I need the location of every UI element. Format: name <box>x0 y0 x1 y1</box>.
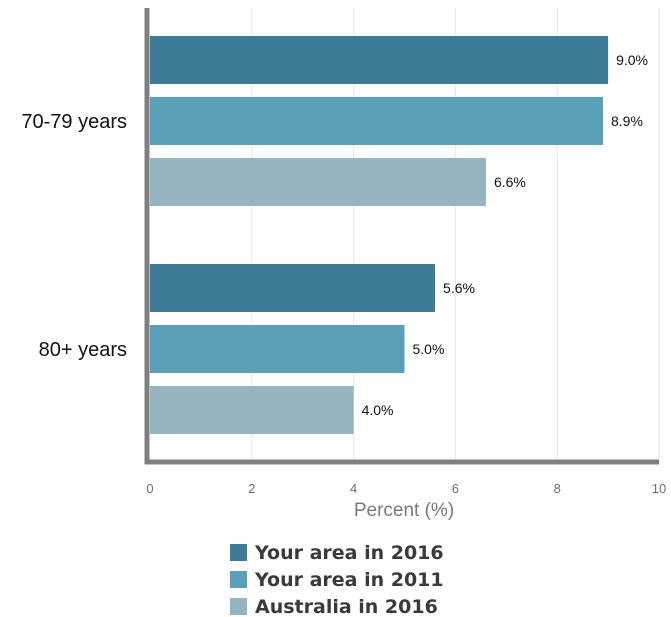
data-label: 5.6% <box>443 280 475 296</box>
bars <box>150 36 609 434</box>
data-labels: 9.0% 8.9% 6.6% 5.6% 5.0% 4.0% <box>362 52 648 418</box>
bar <box>150 97 604 145</box>
x-tick-labels: 0 2 4 6 8 10 <box>146 481 666 496</box>
legend-label: Your area in 2016 <box>254 542 444 564</box>
x-tick-label: 0 <box>146 481 153 496</box>
data-label: 4.0% <box>362 402 394 418</box>
bar <box>150 36 609 84</box>
x-axis-title: Percent (%) <box>354 500 454 521</box>
x-tick-label: 2 <box>248 481 255 496</box>
legend-swatch <box>230 571 247 588</box>
bar <box>150 386 354 434</box>
legend-swatch <box>230 544 247 561</box>
data-label: 6.6% <box>494 174 526 190</box>
data-label: 8.9% <box>611 113 643 129</box>
legend-swatch <box>230 598 247 615</box>
data-label: 9.0% <box>616 52 648 68</box>
bar <box>150 264 436 312</box>
bar <box>150 325 405 373</box>
x-tick-label: 4 <box>350 481 357 496</box>
category-label: 70-79 years <box>21 111 127 133</box>
legend-label: Australia in 2016 <box>255 596 438 617</box>
data-label: 5.0% <box>413 341 445 357</box>
x-tick-label: 8 <box>554 481 561 496</box>
legend: Your area in 2016 Your area in 2011 Austra… <box>230 542 444 617</box>
bar <box>150 158 486 206</box>
category-label: 80+ years <box>39 339 127 361</box>
legend-label: Your area in 2011 <box>254 569 444 591</box>
x-tick-label: 10 <box>652 481 666 496</box>
axes <box>144 8 659 465</box>
category-labels: 70-79 years 80+ years <box>21 111 127 361</box>
x-tick-label: 6 <box>452 481 459 496</box>
